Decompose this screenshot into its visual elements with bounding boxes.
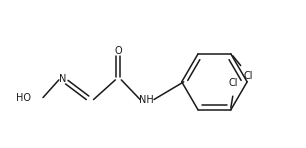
Text: HO: HO [16,92,31,103]
Text: N: N [59,74,66,84]
Text: O: O [114,46,122,56]
Text: Cl: Cl [228,78,237,88]
Text: Cl: Cl [244,71,253,81]
Text: NH: NH [139,95,153,106]
